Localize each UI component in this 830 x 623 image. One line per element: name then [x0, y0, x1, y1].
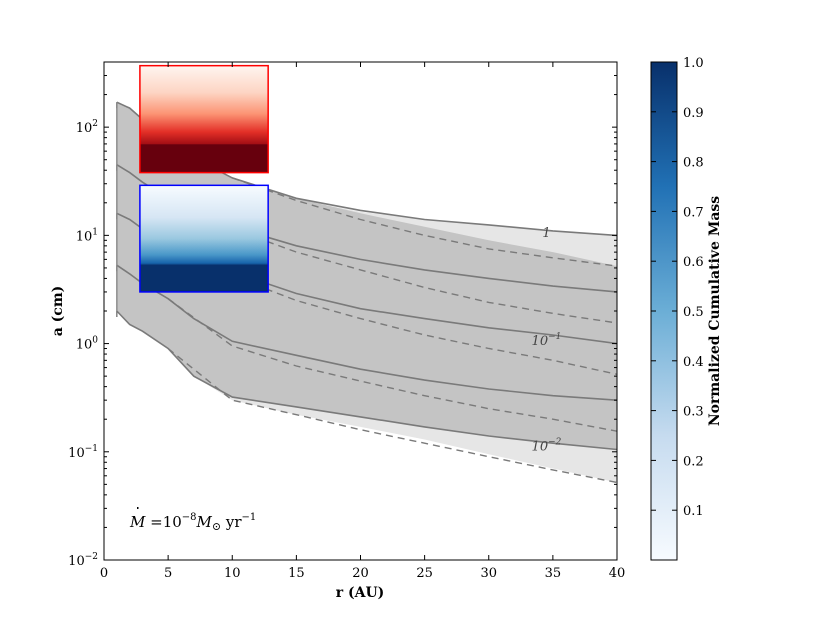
annot-mdot: M	[129, 513, 146, 531]
y-tick-label: 10−1	[68, 444, 98, 461]
annot-m: M	[196, 513, 213, 531]
annot-eq: =10	[145, 513, 181, 531]
annot-sun: ⊙	[212, 520, 221, 533]
accretion-rate-annotation: M =10−8M⊙ yr−1	[129, 512, 256, 533]
dashed-curve-3	[167, 242, 617, 375]
colorbar-ticks: 0.1 0.2 0.3 0.4 0.5 0.6 0.7 0.8 0.9 1.0	[651, 56, 704, 519]
annot-exp2: −1	[242, 512, 257, 523]
y-tick-label: 101	[76, 227, 98, 244]
colorbar-tick-label: 0.3	[683, 405, 704, 420]
annot-yr: yr	[221, 513, 242, 531]
x-tick-label: 10	[224, 566, 241, 581]
colorbar-tick-label: 0.4	[683, 355, 704, 370]
x-tick-label: 5	[164, 566, 172, 581]
dashed-curve-5	[167, 347, 617, 484]
x-axis-label: r (AU)	[336, 585, 385, 601]
plot-area: 1 10−1 10−2	[116, 64, 617, 484]
colorbar-tick-label: 0.7	[683, 205, 704, 220]
inset-red-colormap	[139, 64, 269, 174]
x-tick-label: 20	[352, 566, 369, 581]
y-tick-label: 10−2	[68, 552, 98, 569]
inset-blue-colormap	[139, 184, 269, 293]
colorbar-tick-label: 0.8	[683, 156, 704, 171]
colorbar-tick-label: 0.6	[683, 255, 704, 270]
x-tick-label: 15	[288, 566, 305, 581]
colorbar-tick-label: 0.9	[683, 106, 704, 121]
contour-label-2: 10−1	[532, 332, 562, 349]
x-tick-label: 30	[480, 566, 497, 581]
colorbar-tick-label: 0.1	[683, 504, 704, 519]
x-tick-label: 40	[609, 566, 626, 581]
dashed-curve-4	[167, 298, 617, 432]
colorbar-label: Normalized Cumulative Mass	[707, 196, 723, 426]
y-axis-ticks: 10−2 10−1 100 101 102	[68, 61, 617, 569]
y-tick-label: 100	[76, 336, 99, 353]
x-axis-ticks: 0 5 10 15 20 25 30 35 40	[100, 62, 625, 581]
x-tick-label: 25	[416, 566, 433, 581]
contour-label-1: 1	[542, 226, 550, 241]
colorbar-tick-label: 0.2	[683, 454, 704, 469]
annot-exp1: −8	[182, 512, 197, 523]
contour-labels: 1 10−1 10−2	[532, 226, 562, 454]
colorbar-tick-label: 0.5	[683, 305, 704, 320]
x-tick-label: 0	[100, 566, 108, 581]
colorbar-tick-label: 1.0	[683, 56, 704, 71]
y-tick-label: 102	[76, 119, 98, 136]
solid-curve-5	[116, 310, 617, 451]
x-tick-label: 35	[545, 566, 562, 581]
contour-label-3: 10−2	[532, 437, 562, 454]
y-axis-label: a (cm)	[50, 286, 66, 337]
